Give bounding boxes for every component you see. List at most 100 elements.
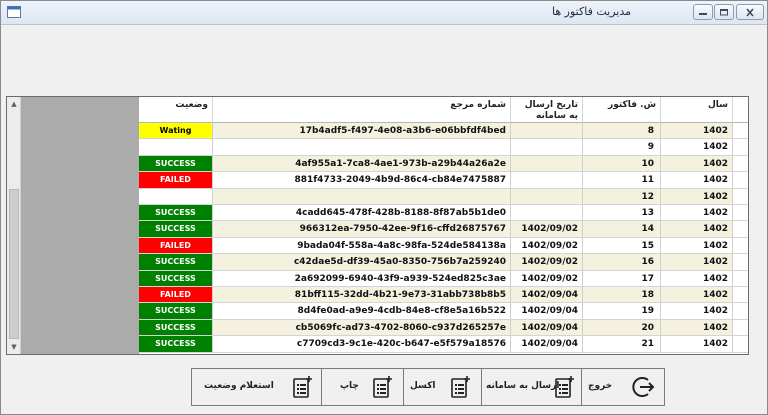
invoice-number-cell[interactable]: 19 xyxy=(583,303,661,320)
status-cell[interactable]: SUCCESS xyxy=(139,254,213,271)
row-selector[interactable] xyxy=(733,254,748,271)
send-date-cell[interactable]: 1402/09/04 xyxy=(511,319,583,337)
row-selector[interactable] xyxy=(733,139,748,156)
close-button[interactable] xyxy=(736,4,764,20)
send-date-cell[interactable] xyxy=(511,123,583,140)
status-cell[interactable]: SUCCESS xyxy=(139,155,213,173)
send-date-cell[interactable]: 1402/09/04 xyxy=(511,336,583,353)
invoice-number-cell[interactable]: 21 xyxy=(583,336,661,353)
year-cell[interactable]: 1402 xyxy=(661,303,733,320)
send-date-cell[interactable] xyxy=(511,139,583,156)
reference-cell[interactable]: 17b4adf5-f497-4e08-a3b6-e06bbfdf4bed xyxy=(213,123,511,140)
year-cell[interactable]: 1402 xyxy=(661,336,733,353)
year-cell[interactable]: 1402 xyxy=(661,172,733,189)
header-status[interactable]: وضعیت xyxy=(139,97,213,123)
status-cell[interactable]: SUCCESS xyxy=(139,270,213,287)
row-selector[interactable] xyxy=(733,188,748,205)
exit-button[interactable]: خروج xyxy=(582,369,664,405)
invoice-number-cell[interactable]: 18 xyxy=(583,287,661,304)
reference-cell[interactable]: cb5069fc-ad73-4702-8060-c937d265257e xyxy=(213,319,511,337)
status-cell[interactable]: FAILED xyxy=(139,237,213,255)
year-cell[interactable]: 1402 xyxy=(661,237,733,255)
status-cell[interactable]: SUCCESS xyxy=(139,336,213,353)
send-date-cell[interactable]: 1402/09/04 xyxy=(511,287,583,304)
row-selector[interactable] xyxy=(733,237,748,255)
reference-cell[interactable] xyxy=(213,139,511,156)
status-cell[interactable]: Wating xyxy=(139,123,213,140)
scroll-up-icon[interactable]: ▲ xyxy=(11,100,17,108)
row-selector[interactable] xyxy=(733,172,748,189)
row-selector[interactable] xyxy=(733,287,748,304)
year-cell[interactable]: 1402 xyxy=(661,270,733,287)
send-date-cell[interactable]: 1402/09/02 xyxy=(511,254,583,271)
row-selector[interactable] xyxy=(733,205,748,222)
status-cell[interactable]: SUCCESS xyxy=(139,319,213,337)
scroll-down-icon[interactable]: ▼ xyxy=(11,343,17,351)
invoice-number-cell[interactable]: 9 xyxy=(583,139,661,156)
status-cell[interactable] xyxy=(139,188,213,205)
reference-cell[interactable]: 4af955a1-7ca8-4ae1-973b-a29b44a26a2e xyxy=(213,155,511,173)
send-date-cell[interactable] xyxy=(511,188,583,205)
row-selector[interactable] xyxy=(733,303,748,320)
status-cell[interactable]: SUCCESS xyxy=(139,221,213,238)
status-cell[interactable]: FAILED xyxy=(139,172,213,189)
reference-cell[interactable]: 8d4fe0ad-a9e9-4cdb-84e8-cf8e5a16b522 xyxy=(213,303,511,320)
reference-cell[interactable]: 881f4733-2049-4b9d-86c4-cb84e7475887 xyxy=(213,172,511,189)
year-cell[interactable]: 1402 xyxy=(661,254,733,271)
send-date-cell[interactable] xyxy=(511,172,583,189)
invoice-number-cell[interactable]: 17 xyxy=(583,270,661,287)
invoice-number-cell[interactable]: 8 xyxy=(583,123,661,140)
header-date[interactable]: تاریخ ارسال به سامانه xyxy=(511,97,583,123)
row-selector[interactable] xyxy=(733,221,748,238)
year-cell[interactable]: 1402 xyxy=(661,319,733,337)
year-cell[interactable]: 1402 xyxy=(661,188,733,205)
row-selector[interactable] xyxy=(733,270,748,287)
year-cell[interactable]: 1402 xyxy=(661,123,733,140)
invoice-number-cell[interactable]: 12 xyxy=(583,188,661,205)
reference-cell[interactable]: 81bff115-32dd-4b21-9e73-31abb738b8b5 xyxy=(213,287,511,304)
invoice-number-cell[interactable]: 10 xyxy=(583,155,661,173)
row-selector[interactable] xyxy=(733,319,748,337)
status-cell[interactable] xyxy=(139,139,213,156)
send-date-cell[interactable]: 1402/09/02 xyxy=(511,237,583,255)
reference-cell[interactable] xyxy=(213,188,511,205)
send-date-cell[interactable]: 1402/09/02 xyxy=(511,221,583,238)
header-ref[interactable]: شماره مرجع xyxy=(213,97,511,123)
maximize-button[interactable] xyxy=(714,4,734,20)
send-date-cell[interactable]: 1402/09/02 xyxy=(511,270,583,287)
send-date-cell[interactable] xyxy=(511,205,583,222)
invoice-number-cell[interactable]: 11 xyxy=(583,172,661,189)
invoice-number-cell[interactable]: 16 xyxy=(583,254,661,271)
row-selector[interactable] xyxy=(733,123,748,140)
minimize-button[interactable] xyxy=(693,4,713,20)
reference-cell[interactable]: c7709cd3-9c1e-420c-b647-e5f579a18576 xyxy=(213,336,511,353)
header-invoice-number[interactable]: ش. فاکتور xyxy=(583,97,661,123)
invoice-number-cell[interactable]: 15 xyxy=(583,237,661,255)
reference-cell[interactable]: 2a692099-6940-43f9-a939-524ed825c3ae xyxy=(213,270,511,287)
row-selector[interactable] xyxy=(733,336,748,353)
header-year[interactable]: سال xyxy=(661,97,733,123)
inquiry-status-button[interactable]: استعلام وضعیت xyxy=(192,369,322,405)
status-cell[interactable]: SUCCESS xyxy=(139,205,213,222)
send-to-system-button[interactable]: ارسال به سامانه xyxy=(482,369,582,405)
send-date-cell[interactable]: 1402/09/04 xyxy=(511,303,583,320)
excel-button[interactable]: اکسل xyxy=(404,369,482,405)
year-cell[interactable]: 1402 xyxy=(661,287,733,304)
year-cell[interactable]: 1402 xyxy=(661,221,733,238)
scroll-thumb[interactable] xyxy=(9,189,19,339)
status-cell[interactable]: FAILED xyxy=(139,287,213,304)
invoice-number-cell[interactable]: 13 xyxy=(583,205,661,222)
row-selector[interactable] xyxy=(733,155,748,173)
invoice-number-cell[interactable]: 20 xyxy=(583,319,661,337)
invoice-number-cell[interactable]: 14 xyxy=(583,221,661,238)
year-cell[interactable]: 1402 xyxy=(661,155,733,173)
vertical-scrollbar[interactable]: ▲ ▼ xyxy=(7,97,21,354)
year-cell[interactable]: 1402 xyxy=(661,205,733,222)
year-cell[interactable]: 1402 xyxy=(661,139,733,156)
reference-cell[interactable]: c42dae5d-df39-45a0-8350-756b7a259240 xyxy=(213,254,511,271)
status-cell[interactable]: SUCCESS xyxy=(139,303,213,320)
reference-cell[interactable]: 4cadd645-478f-428b-8188-8f87ab5b1de0 xyxy=(213,205,511,222)
reference-cell[interactable]: 9bada04f-558a-4a8c-98fa-524de584138a xyxy=(213,237,511,255)
send-date-cell[interactable] xyxy=(511,155,583,173)
reference-cell[interactable]: 966312ea-7950-42ee-9f16-cffd26875767 xyxy=(213,221,511,238)
